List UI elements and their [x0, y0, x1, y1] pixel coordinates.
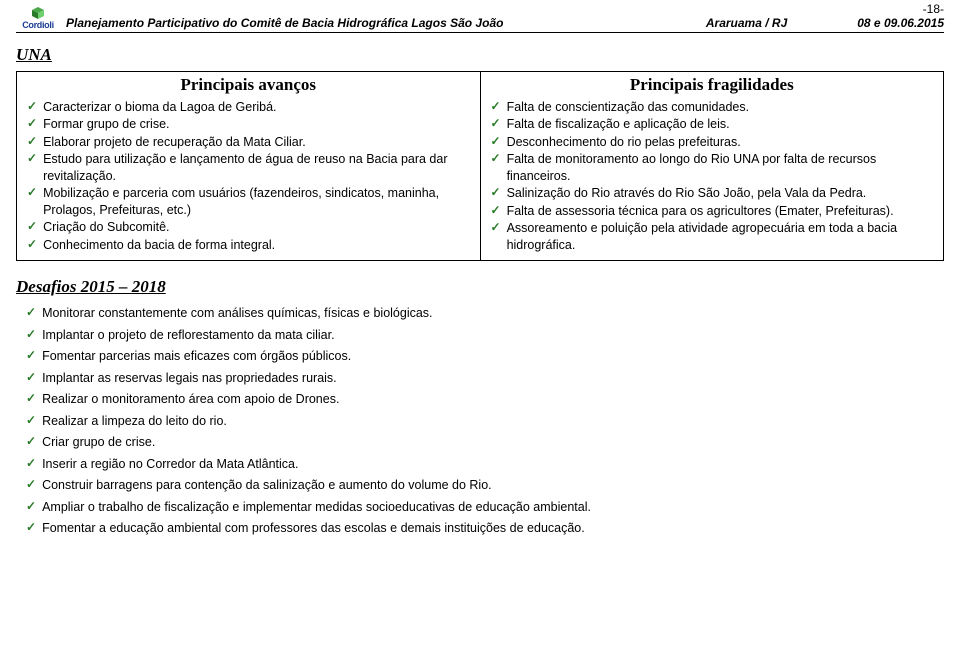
list-item-text: Formar grupo de crise. [43, 116, 471, 133]
page-number: -18- [923, 2, 944, 16]
list-item-text: Caracterizar o bioma da Lagoa de Geribá. [43, 99, 471, 116]
header-location: Araruama / RJ [706, 16, 787, 30]
logo-label: Cordioli [16, 21, 60, 30]
list-item: ✓ Fomentar parcerias mais eficazes com ór… [26, 346, 936, 368]
list-item-text: Criar grupo de crise. [42, 434, 936, 451]
check-icon: ✓ [27, 116, 37, 132]
list-item-text: Assoreamento e poluição pela atividade a… [507, 220, 935, 253]
list-item-text: Inserir a região no Corredor da Mata Atl… [42, 456, 936, 473]
list-item: ✓ Construir barragens para contenção da s… [26, 475, 936, 497]
list-item-text: Ampliar o trabalho de fiscalização e imp… [42, 499, 936, 516]
two-column-table: Principais avanços ✓ Caracterizar o bioma… [16, 71, 944, 261]
desafios-block: Desafios 2015 – 2018 ✓ Monitorar constant… [16, 277, 944, 546]
list-item-text: Fomentar a educação ambiental com profes… [42, 520, 936, 537]
check-icon: ✓ [26, 499, 36, 515]
list-item-text: Falta de assessoria técnica para os agri… [507, 203, 935, 220]
list-item-text: Desconhecimento do rio pelas prefeituras… [507, 134, 935, 151]
page: -18- Cordioli Planejamento Participativo… [0, 0, 960, 655]
list-item: ✓ Conhecimento da bacia de forma integral… [27, 236, 472, 254]
check-icon: ✓ [491, 151, 501, 167]
list-item: ✓ Elaborar projeto de recuperação da Mata… [27, 133, 472, 151]
list-item: ✓ Formar grupo de crise. [27, 116, 472, 134]
list-item: ✓ Falta de fiscalização e aplicação de le… [491, 116, 936, 134]
list-item: ✓ Criação do Subcomitê. [27, 219, 472, 237]
header-title: Planejamento Participativo do Comitê de … [66, 16, 503, 30]
check-icon: ✓ [26, 370, 36, 386]
list-item: ✓ Implantar as reservas legais nas propri… [26, 367, 936, 389]
logo: Cordioli [16, 6, 60, 30]
check-icon: ✓ [27, 219, 37, 235]
list-item: ✓ Caracterizar o bioma da Lagoa de Geribá… [27, 98, 472, 116]
check-icon: ✓ [491, 220, 501, 236]
list-item: ✓ Realizar o monitoramento área com apoio… [26, 389, 936, 411]
check-icon: ✓ [491, 203, 501, 219]
list-item: ✓ Realizar a limpeza do leito do rio. [26, 410, 936, 432]
check-icon: ✓ [26, 477, 36, 493]
list-item-text: Criação do Subcomitê. [43, 219, 471, 236]
list-item-text: Fomentar parcerias mais eficazes com órg… [42, 348, 936, 365]
section-title-una: UNA [16, 45, 944, 65]
list-item-text: Conhecimento da bacia de forma integral. [43, 237, 471, 254]
list-item: ✓ Monitorar constantemente com análises q… [26, 303, 936, 325]
list-item-text: Mobilização e parceria com usuários (faz… [43, 185, 471, 218]
list-item-text: Salinização do Rio através do Rio São Jo… [507, 185, 935, 202]
list-item-text: Falta de conscientização das comunidades… [507, 99, 935, 116]
list-item: ✓ Estudo para utilização e lançamento de … [27, 151, 472, 185]
check-icon: ✓ [26, 305, 36, 321]
list-item: ✓ Mobilização e parceria com usuários (fa… [27, 185, 472, 219]
desafios-list: ✓ Monitorar constantemente com análises q… [16, 303, 944, 546]
section-title-desafios: Desafios 2015 – 2018 [16, 277, 944, 297]
check-icon: ✓ [26, 456, 36, 472]
list-item: ✓ Salinização do Rio através do Rio São J… [491, 185, 936, 203]
fragilidades-list: ✓ Falta de conscientização das comunidade… [481, 98, 944, 260]
check-icon: ✓ [27, 151, 37, 167]
column-avancos: Principais avanços ✓ Caracterizar o bioma… [17, 72, 481, 260]
list-item: ✓ Criar grupo de crise. [26, 432, 936, 454]
check-icon: ✓ [26, 434, 36, 450]
list-item: ✓ Inserir a região no Corredor da Mata At… [26, 453, 936, 475]
check-icon: ✓ [491, 185, 501, 201]
header-date: 08 e 09.06.2015 [857, 16, 944, 30]
column-fragilidades: Principais fragilidades ✓ Falta de consci… [481, 72, 944, 260]
list-item: ✓ Falta de monitoramento ao longo do Rio … [491, 151, 936, 185]
list-item-text: Falta de monitoramento ao longo do Rio U… [507, 151, 935, 184]
list-item: ✓ Falta de conscientização das comunidade… [491, 98, 936, 116]
list-item-text: Construir barragens para contenção da sa… [42, 477, 936, 494]
check-icon: ✓ [27, 134, 37, 150]
check-icon: ✓ [26, 348, 36, 364]
check-icon: ✓ [26, 413, 36, 429]
logo-cube-icon [30, 6, 46, 20]
list-item: ✓ Falta de assessoria técnica para os agr… [491, 202, 936, 220]
list-item-text: Implantar as reservas legais nas proprie… [42, 370, 936, 387]
list-item: ✓ Fomentar a educação ambiental com profe… [26, 518, 936, 540]
list-item-text: Monitorar constantemente com análises qu… [42, 305, 936, 322]
check-icon: ✓ [491, 134, 501, 150]
check-icon: ✓ [491, 99, 501, 115]
list-item-text: Estudo para utilização e lançamento de á… [43, 151, 471, 184]
list-item: ✓ Assoreamento e poluição pela atividade … [491, 220, 936, 254]
list-item-text: Elaborar projeto de recuperação da Mata … [43, 134, 471, 151]
list-item-text: Falta de fiscalização e aplicação de lei… [507, 116, 935, 133]
check-icon: ✓ [26, 327, 36, 343]
check-icon: ✓ [26, 520, 36, 536]
header: Cordioli Planejamento Participativo do C… [16, 6, 944, 33]
list-item-text: Realizar o monitoramento área com apoio … [42, 391, 936, 408]
list-item: ✓ Implantar o projeto de reflorestamento … [26, 324, 936, 346]
column-header-right: Principais fragilidades [481, 72, 944, 98]
list-item-text: Implantar o projeto de reflorestamento d… [42, 327, 936, 344]
check-icon: ✓ [26, 391, 36, 407]
list-item-text: Realizar a limpeza do leito do rio. [42, 413, 936, 430]
list-item: ✓ Ampliar o trabalho de fiscalização e im… [26, 496, 936, 518]
check-icon: ✓ [27, 185, 37, 201]
list-item: ✓ Desconhecimento do rio pelas prefeitura… [491, 133, 936, 151]
check-icon: ✓ [27, 99, 37, 115]
avancos-list: ✓ Caracterizar o bioma da Lagoa de Geribá… [17, 98, 480, 260]
check-icon: ✓ [27, 237, 37, 253]
check-icon: ✓ [491, 116, 501, 132]
column-header-left: Principais avanços [17, 72, 480, 98]
